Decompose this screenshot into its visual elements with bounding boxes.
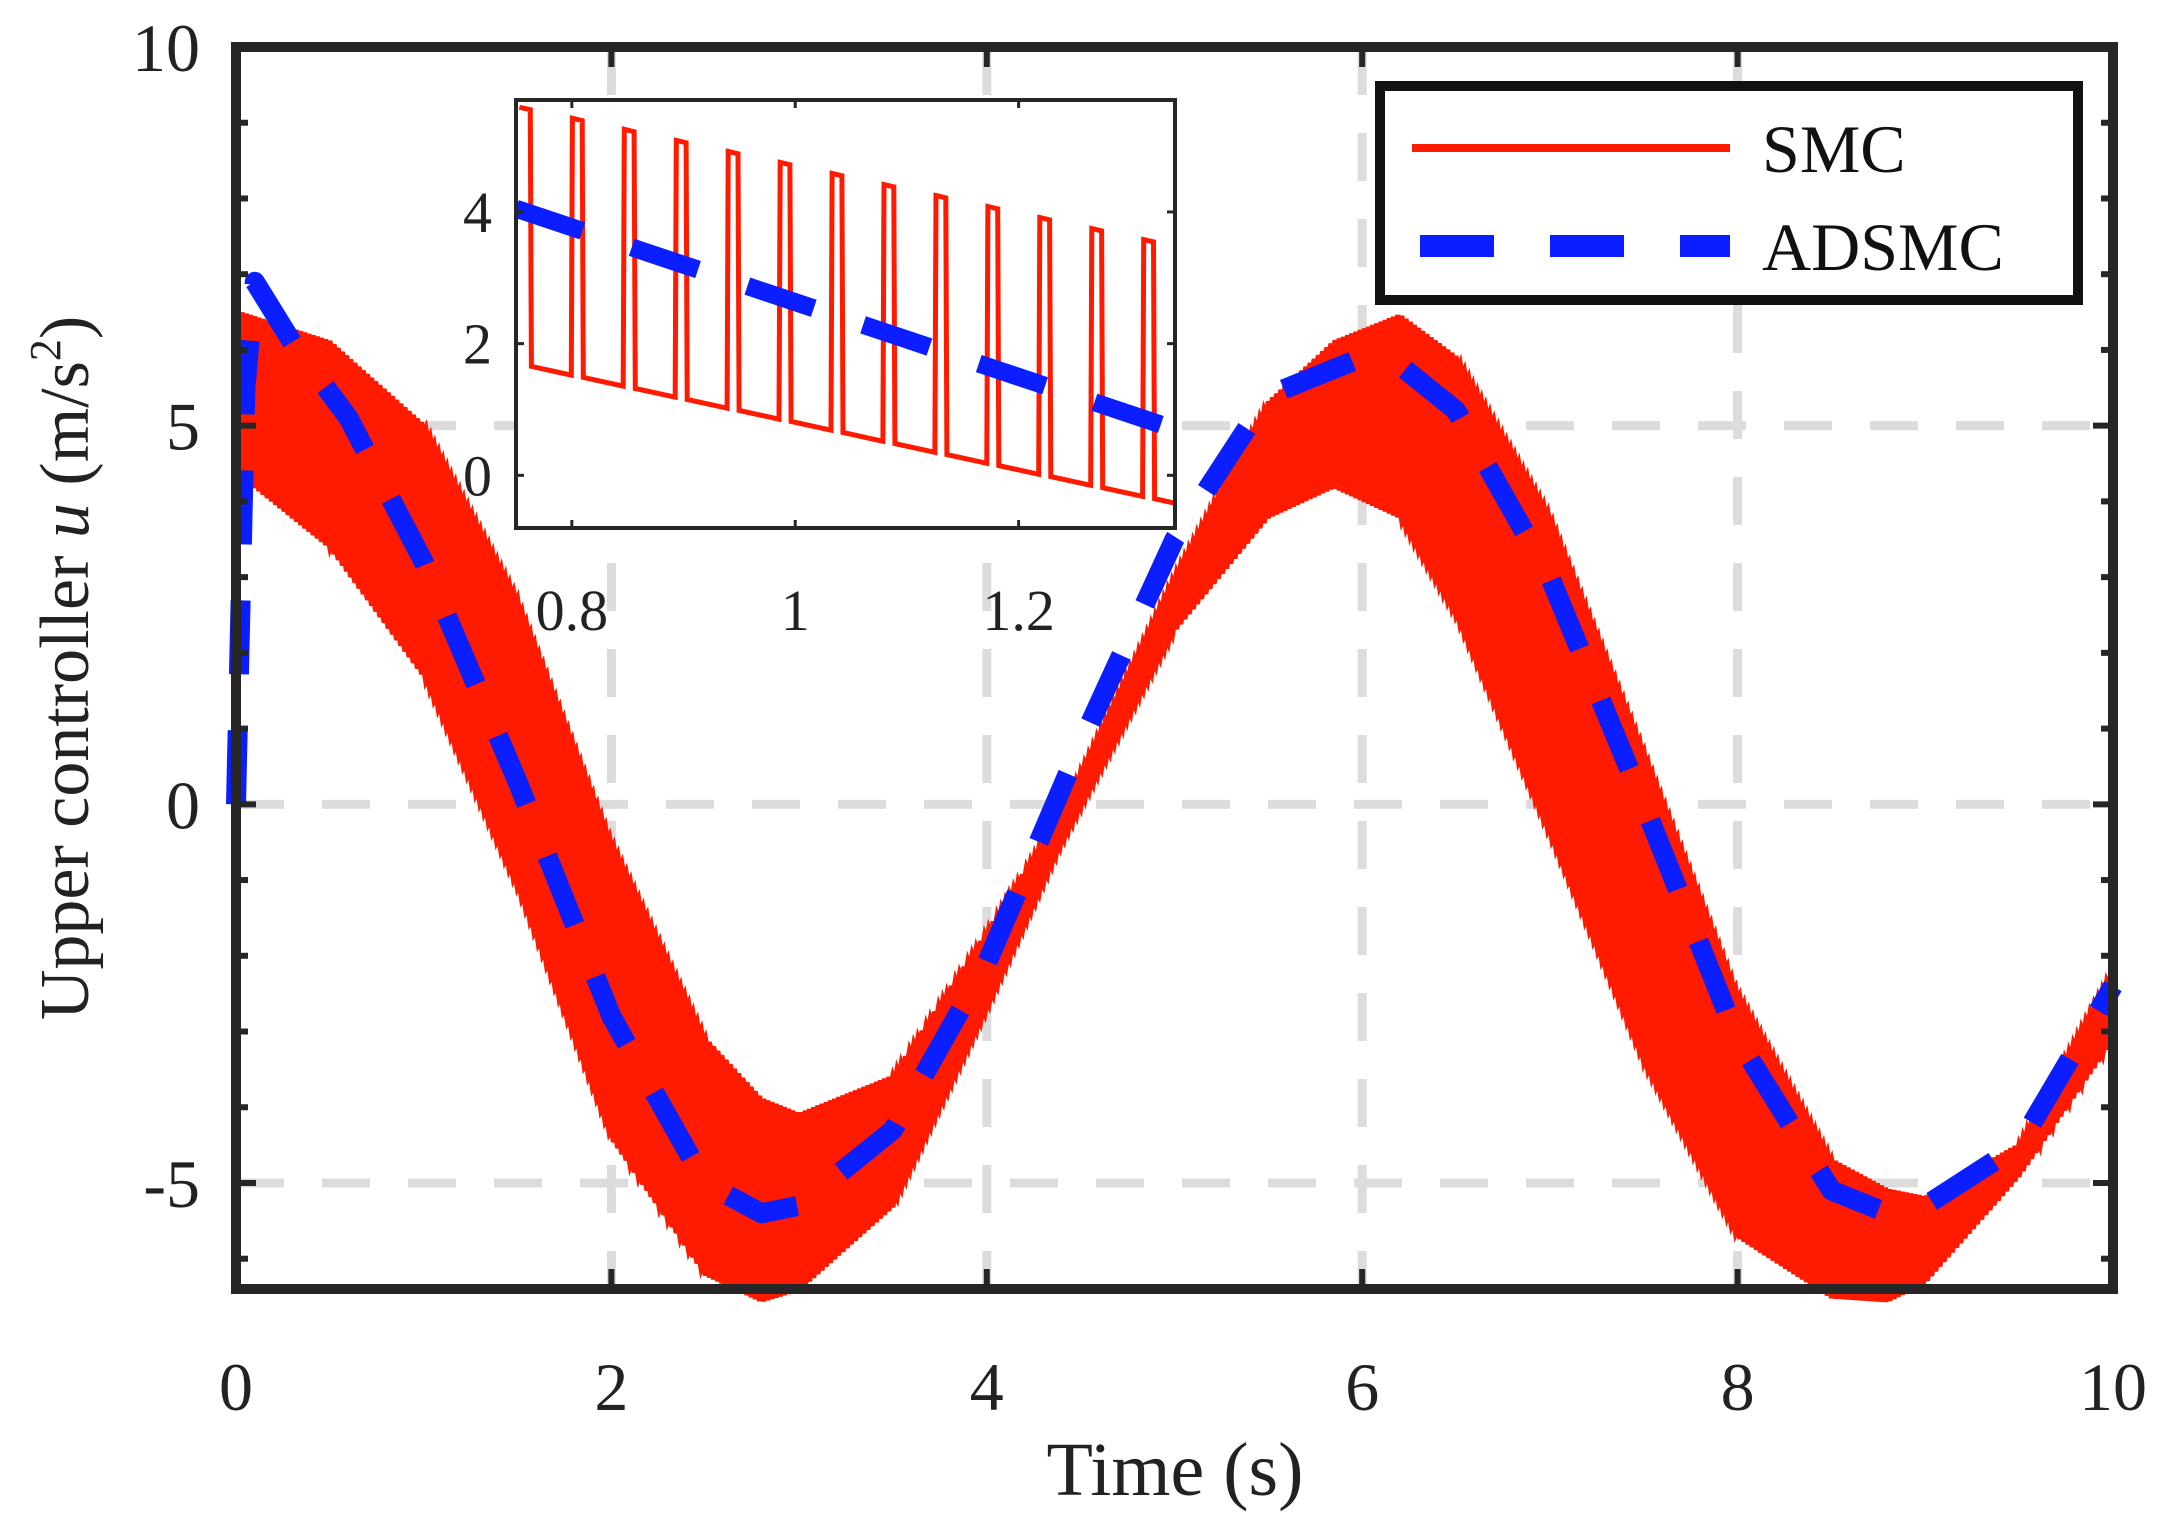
- main-ticks: [233, 44, 2116, 1289]
- inset-background: [516, 100, 1175, 528]
- y-axis-label-space: [27, 486, 104, 504]
- x-tick-label: 10: [2079, 1349, 2147, 1425]
- inset-smc-line: [518, 104, 1175, 506]
- inset-x-tick-label: 1.2: [982, 578, 1055, 643]
- y-axis-label-unit: (m/s: [27, 361, 104, 485]
- inset-y-tick-label: 2: [463, 312, 492, 377]
- y-axis-label-variable: u: [27, 503, 104, 538]
- x-tick-label: 0: [219, 1349, 253, 1425]
- y-axis-label-prefix: Upper controller: [27, 538, 104, 1020]
- x-axis-label: Time (s): [1047, 1428, 1304, 1512]
- x-tick-label: 8: [1721, 1349, 1755, 1425]
- smc-series-lower-edge: [233, 463, 2116, 1303]
- legend-label-adsmc: ADSMC: [1762, 209, 2004, 285]
- x-tick-label: 4: [970, 1349, 1004, 1425]
- inset-y-tick-label: 4: [463, 180, 492, 245]
- legend: SMC ADSMC: [1375, 81, 2083, 305]
- y-axis-label-superscript: 2: [21, 339, 70, 361]
- inset-zoom-plot: 0.8 1 1.2 0 2 4: [463, 98, 1177, 643]
- y-tick-label: 10: [132, 10, 200, 86]
- inset-series: [516, 104, 1175, 506]
- x-tick-label: 6: [1345, 1349, 1379, 1425]
- y-tick-label: 0: [166, 767, 200, 843]
- y-tick-label: -5: [143, 1146, 200, 1222]
- inset-ticks: [516, 100, 1175, 528]
- smc-series-upper-edge: [233, 310, 2116, 1207]
- y-axis-label-close: ): [27, 316, 104, 339]
- inset-axes-frame: [514, 98, 1177, 530]
- inset-y-tick-label: 0: [463, 443, 492, 508]
- inset-tick-labels: 0.8 1 1.2 0 2 4: [463, 180, 1055, 643]
- legend-box: [1375, 81, 2083, 305]
- x-tick-label: 2: [594, 1349, 628, 1425]
- inset-x-tick-label: 0.8: [536, 578, 609, 643]
- legend-label-smc: SMC: [1762, 111, 1906, 187]
- inset-x-tick-label: 1: [781, 578, 810, 643]
- y-axis-label: Upper controller u (m/s2): [21, 316, 104, 1020]
- y-tick-label: 5: [166, 389, 200, 465]
- main-axes-frame: [231, 42, 2118, 1294]
